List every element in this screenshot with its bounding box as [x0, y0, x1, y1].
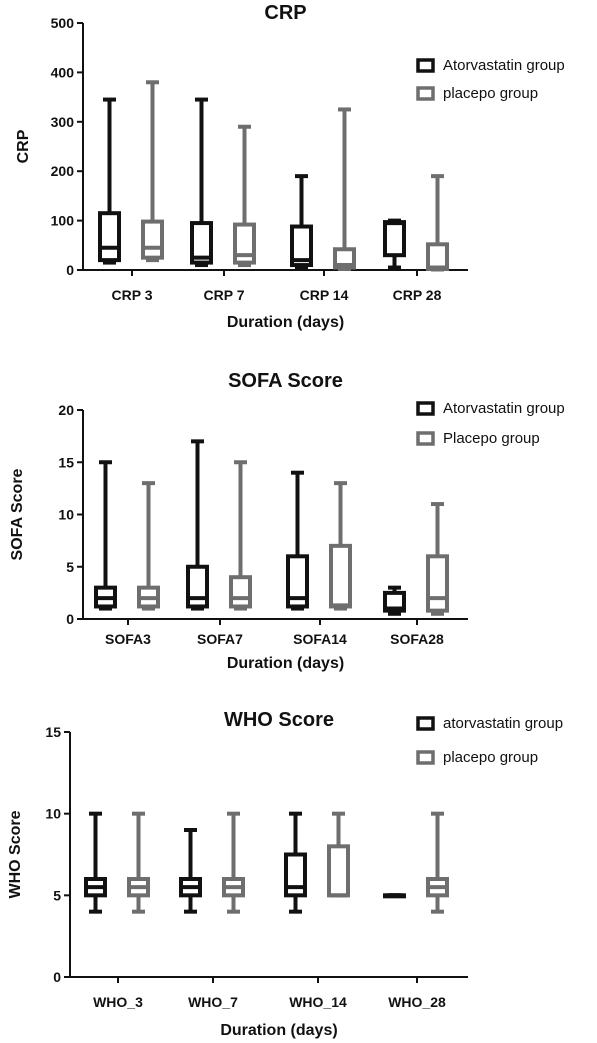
y-tick-label: 400 — [51, 64, 75, 80]
x-category-label: SOFA14 — [293, 631, 347, 647]
y-axis-title: SOFA Score — [9, 468, 26, 560]
x-axis-title: Duration (days) — [220, 1022, 337, 1039]
x-category-label: CRP 3 — [112, 287, 153, 303]
y-tick-label: 15 — [45, 724, 61, 740]
box-atorvastatin-group-2 — [179, 828, 202, 914]
legend-label: Placepo group — [443, 430, 540, 447]
y-tick-label: 0 — [66, 262, 74, 278]
legend-swatch — [416, 401, 435, 416]
box-placepo-group-1 — [127, 811, 150, 914]
box-atorvastatin-group-4 — [383, 218, 406, 270]
y-tick-label: 200 — [51, 163, 75, 179]
box-iqr — [327, 844, 350, 898]
box-placepo-group-1 — [141, 80, 164, 263]
x-category-label: CRP 7 — [204, 287, 245, 303]
box-placepo-group-3 — [327, 811, 350, 898]
box-atorvastatin-group-4 — [383, 893, 406, 899]
legend-label: atorvastatin group — [443, 715, 563, 732]
box-placepo-group-4 — [426, 502, 449, 616]
y-tick-label: 5 — [53, 887, 61, 903]
box-atorvastatin-group-1 — [84, 811, 107, 914]
x-category-label: WHO_14 — [289, 994, 347, 1010]
box-placepo-group-1 — [137, 481, 160, 611]
box-iqr — [141, 219, 164, 260]
box-placepo-group-2 — [229, 460, 252, 611]
box-iqr — [233, 222, 256, 265]
legend-item: placepo group — [416, 85, 538, 102]
x-category-label: SOFA3 — [105, 631, 151, 647]
box-placepo-group-4 — [426, 174, 449, 272]
box-placepo-group-4 — [426, 811, 449, 914]
legend-swatch — [416, 716, 435, 731]
legend-item: Placepo group — [416, 430, 540, 447]
x-category-label: WHO_28 — [388, 994, 446, 1010]
box-iqr — [290, 224, 313, 268]
chart-panel-1: CRP 0 100 200 300 400 500 CRP CRP 3 CRP 7 CRP 14 CR… — [15, 2, 565, 331]
legend-item: Atorvastatin group — [416, 57, 565, 74]
x-axis-title: Duration (days) — [227, 655, 344, 672]
box-iqr — [229, 575, 252, 609]
chart-title: SOFA Score — [228, 370, 343, 392]
legend-label: placepo group — [443, 749, 538, 766]
y-tick-label: 0 — [53, 969, 61, 985]
y-tick-label: 5 — [66, 559, 74, 575]
legend-label: Atorvastatin group — [443, 400, 565, 417]
legend-swatch — [416, 58, 435, 73]
box-iqr — [329, 543, 352, 609]
x-category-label: CRP 14 — [300, 287, 349, 303]
box-atorvastatin-group-2 — [186, 439, 209, 611]
chart-panel-3: WHO Score 0 5 10 15 WHO Score WHO_3 WHO_7 WHO_14… — [7, 709, 563, 1039]
y-tick-label: 500 — [51, 15, 75, 31]
box-iqr — [186, 564, 209, 609]
box-placepo-group-2 — [233, 124, 256, 268]
x-category-label: SOFA28 — [390, 631, 444, 647]
box-atorvastatin-group-1 — [94, 460, 117, 611]
y-tick-label: 300 — [51, 114, 75, 130]
y-axis-title: WHO Score — [7, 810, 24, 898]
box-atorvastatin-group-4 — [383, 585, 406, 616]
box-iqr — [190, 221, 213, 265]
legend-item: placepo group — [416, 749, 538, 766]
box-iqr — [383, 220, 406, 258]
box-iqr — [426, 554, 449, 613]
x-category-label: WHO_3 — [93, 994, 143, 1010]
y-tick-label: 10 — [45, 806, 61, 822]
box-iqr — [286, 554, 309, 609]
chart-title: WHO Score — [224, 709, 334, 731]
chart-panel-2: SOFA Score 0 5 10 15 20 SOFA Score SOFA3 SOFA7 SO… — [9, 370, 565, 672]
legend-swatch — [416, 86, 435, 101]
box-atorvastatin-group-3 — [286, 470, 309, 611]
y-tick-label: 100 — [51, 213, 75, 229]
box-placepo-group-3 — [329, 481, 352, 611]
y-axis-title: CRP — [15, 129, 32, 163]
box-iqr — [383, 590, 406, 613]
box-atorvastatin-group-3 — [284, 811, 307, 914]
box-atorvastatin-group-3 — [290, 174, 313, 270]
legend-label: placepo group — [443, 85, 538, 102]
y-tick-label: 0 — [66, 611, 74, 627]
legend-swatch — [416, 750, 435, 765]
box-iqr — [284, 852, 307, 898]
y-tick-label: 15 — [58, 454, 74, 470]
box-placepo-group-3 — [333, 107, 356, 272]
y-tick-label: 20 — [58, 402, 74, 418]
legend-label: Atorvastatin group — [443, 57, 565, 74]
box-iqr — [426, 242, 449, 272]
legend-item: Atorvastatin group — [416, 400, 565, 417]
x-axis-title: Duration (days) — [227, 314, 344, 331]
legend-swatch — [416, 431, 435, 446]
box-placepo-group-2 — [222, 811, 245, 914]
y-tick-label: 10 — [58, 507, 74, 523]
box-atorvastatin-group-2 — [190, 97, 213, 268]
legend-item: atorvastatin group — [416, 715, 563, 732]
x-category-label: SOFA7 — [197, 631, 243, 647]
x-category-label: WHO_7 — [188, 994, 238, 1010]
chart-title: CRP — [264, 2, 306, 24]
box-iqr — [98, 211, 121, 263]
box-iqr — [333, 247, 356, 270]
x-category-label: CRP 28 — [393, 287, 442, 303]
box-atorvastatin-group-1 — [98, 97, 121, 265]
